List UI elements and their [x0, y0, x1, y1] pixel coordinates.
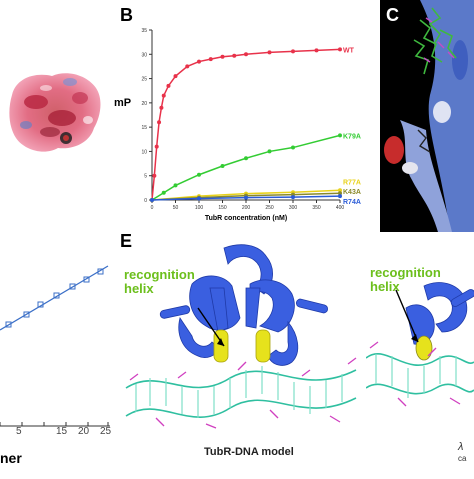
data-point-wt: [152, 173, 157, 178]
surface-dna-illustration: [380, 0, 474, 232]
data-point-wt: [185, 64, 190, 69]
data-point-wt: [244, 52, 248, 57]
data-point-wt: [208, 57, 213, 62]
panel-e-letter: E: [120, 231, 133, 251]
data-point-k79a: [197, 172, 201, 177]
panel-e-left-model: recognition helix TubR-DNA model: [120, 238, 364, 474]
data-point-r74a: [291, 195, 295, 200]
y-tick-label: 0: [144, 198, 147, 204]
y-axis-label: mP: [114, 97, 131, 109]
series-label-wt: WT: [343, 47, 355, 54]
data-point-k79a: [291, 145, 295, 150]
panel-c-image: C: [380, 0, 474, 232]
data-point-k79a: [173, 183, 178, 188]
recognition-helix-label-right: recognition helix: [370, 265, 441, 295]
data-point-r77a: [338, 188, 342, 193]
x-tick-label: 0: [151, 205, 154, 211]
panel-a-surface-image: [0, 0, 110, 215]
data-point-wt: [173, 74, 178, 79]
data-point-wt: [220, 54, 225, 59]
panel-d-plot: 5 15 20 25 ner: [0, 236, 120, 474]
data-point-r74a: [150, 198, 154, 202]
tubr-dna-side-view-illustration: [365, 282, 474, 407]
tubr-dna-model-illustration: [125, 244, 357, 429]
data-point-wt: [314, 48, 319, 53]
data-point-wt: [159, 105, 164, 110]
panel-b-chart: 0 5 10 15 20 25 30 35 0 50 100 150 200 250 300 350 400 mP…: [112, 24, 376, 224]
data-point-wt: [232, 53, 237, 58]
series-label-k43a: K43A: [343, 189, 361, 196]
recognition-helix-label-left: recognition helix: [124, 267, 195, 297]
y-tick-label: 30: [141, 52, 147, 58]
series-line-wt: [151, 48, 341, 201]
panel-d-axis-label: ner: [0, 450, 22, 466]
protein-surface-illustration: [9, 73, 101, 152]
panel-d-tick-5: 5: [16, 426, 22, 437]
series-line-k79a: [151, 134, 341, 201]
data-point-k79a: [220, 164, 225, 168]
panel-e-right-model: recognition helix λ ca: [365, 238, 474, 474]
x-tick-label: 200: [242, 205, 251, 211]
y-tick-label: 20: [141, 101, 147, 107]
x-axis-label: TubR concentration (nM): [205, 215, 287, 222]
data-point-wt: [161, 93, 166, 98]
series-label-r74a: R74A: [343, 199, 361, 206]
y-tick-label: 15: [141, 125, 147, 131]
cut-off-symbol: λ ca: [458, 442, 466, 464]
y-tick-label: 5: [144, 174, 147, 180]
data-point-r74a: [244, 195, 248, 200]
data-point-r74a: [338, 194, 342, 199]
panel-b-letter: B: [120, 5, 133, 25]
data-point-wt: [157, 120, 162, 125]
x-tick-label: 400: [336, 205, 345, 211]
panel-d-tick-25: 25: [100, 426, 112, 437]
data-point-k43a: [338, 191, 342, 196]
panel-d-tick-20: 20: [78, 426, 90, 437]
data-point-k79a: [244, 156, 248, 161]
x-tick-label: 50: [173, 205, 179, 211]
data-point-wt: [166, 83, 171, 88]
data-point-k79a: [267, 149, 272, 154]
data-point-wt: [267, 50, 272, 55]
data-point-wt: [291, 49, 295, 54]
x-tick-label: 250: [265, 205, 274, 211]
series-label-k79a: K79A: [343, 133, 361, 140]
data-point-wt: [338, 47, 342, 52]
cut-off-lambda: λ: [458, 441, 464, 453]
y-tick-label: 25: [141, 77, 147, 83]
panel-c-letter: C: [386, 5, 399, 25]
x-tick-label: 350: [312, 205, 321, 211]
series-label-r77a: R77A: [343, 180, 361, 187]
linear-fit-plot: [0, 265, 110, 427]
x-tick-label: 150: [218, 205, 227, 211]
panel-d-tick-15: 15: [56, 426, 68, 437]
y-tick-label: 10: [141, 149, 147, 155]
data-point-r74a: [197, 196, 201, 201]
tubr-dna-model-caption: TubR-DNA model: [204, 446, 294, 458]
y-tick-label: 35: [141, 28, 147, 34]
data-point-k79a: [161, 190, 166, 195]
data-point-wt: [197, 59, 201, 64]
cut-off-suffix: ca: [458, 454, 467, 463]
x-tick-label: 300: [289, 205, 298, 211]
x-tick-label: 100: [195, 205, 204, 211]
data-point-k79a: [338, 133, 342, 138]
data-point-wt: [154, 144, 159, 149]
